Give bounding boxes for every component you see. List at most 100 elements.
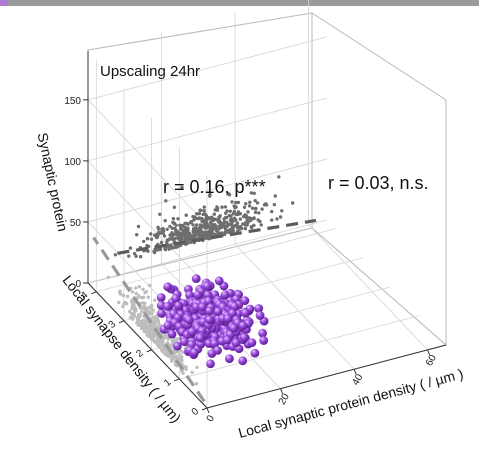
left-projection-point xyxy=(121,304,125,309)
sphere-point xyxy=(241,308,250,318)
y-tick-label: 3 xyxy=(107,319,119,331)
left-projection-point xyxy=(140,326,144,330)
back-projection-point xyxy=(208,220,213,225)
y-tick-label: 0 xyxy=(190,406,202,418)
grid-line-back xyxy=(87,97,328,162)
left-projection-point xyxy=(145,330,149,334)
back-projection-point xyxy=(174,223,178,227)
back-projection-point xyxy=(158,212,162,216)
back-projection-point xyxy=(248,200,252,204)
y-tick xyxy=(91,291,97,295)
left-projection-point xyxy=(143,307,147,311)
back-projection-point xyxy=(252,191,256,195)
z-tick-label: 0 xyxy=(75,279,81,290)
back-projection-point xyxy=(228,209,232,213)
left-projection-point xyxy=(106,275,111,279)
back-projection-point xyxy=(198,223,203,227)
x-tick-label: 0 xyxy=(205,413,218,424)
back-projection-point xyxy=(163,247,168,252)
back-projection-point xyxy=(185,238,189,242)
back-projection-point xyxy=(243,226,248,231)
back-projection-point xyxy=(213,217,218,221)
back-projection-point xyxy=(262,203,267,207)
back-projection-point xyxy=(235,221,240,225)
back-projection-point xyxy=(234,205,238,209)
back-projection-point xyxy=(252,223,256,227)
back-projection-point xyxy=(217,215,221,219)
y-tick-label: 2 xyxy=(134,348,146,360)
back-projection-point xyxy=(278,215,283,219)
sphere-point xyxy=(223,335,232,345)
sphere-point xyxy=(213,307,223,316)
back-projection-point xyxy=(197,216,201,220)
left-projection-point xyxy=(153,298,157,302)
back-projection-point xyxy=(223,224,227,228)
back-projection-point xyxy=(270,209,274,214)
x-tick xyxy=(427,349,431,356)
left-projection-point xyxy=(137,285,142,289)
sphere-point xyxy=(250,348,260,358)
left-projection-point xyxy=(117,300,121,305)
top-band xyxy=(0,0,479,6)
back-projection-point xyxy=(179,231,183,235)
back-projection-point xyxy=(206,223,210,227)
back-projection-point xyxy=(223,230,227,235)
sphere-point xyxy=(220,290,230,300)
y-tick xyxy=(201,407,208,411)
sphere-point xyxy=(185,290,195,300)
back-projection-point xyxy=(191,227,196,231)
back-projection-point xyxy=(207,216,211,220)
left-fit-line xyxy=(92,236,206,403)
back-projection-point xyxy=(280,209,284,213)
x-axis-line xyxy=(206,344,447,409)
back-projection-point xyxy=(197,211,202,216)
back-projection-point xyxy=(147,244,151,249)
back-projection-point xyxy=(255,201,260,205)
left-projection-point xyxy=(174,355,178,360)
back-projection-point xyxy=(252,216,256,220)
back-projection-point xyxy=(202,209,206,213)
x-tick-label: 40 xyxy=(350,372,365,388)
grid-line-left xyxy=(87,160,208,287)
back-projection-point xyxy=(161,231,165,236)
back-wall-projection xyxy=(113,175,317,259)
back-projection-point xyxy=(273,194,277,198)
back-projection-point xyxy=(210,216,215,220)
left-projection-point xyxy=(176,350,180,354)
back-projection-point xyxy=(249,191,254,195)
back-projection-point xyxy=(272,202,277,207)
back-projection-point xyxy=(249,225,254,230)
back-projection-point xyxy=(180,185,184,190)
back-projection-point xyxy=(170,246,175,250)
back-projection-point xyxy=(230,220,234,224)
left-projection-point xyxy=(141,287,145,291)
back-projection-point xyxy=(165,240,169,245)
back-projection-point xyxy=(152,233,157,237)
sphere-point xyxy=(198,302,207,312)
sphere-point xyxy=(163,302,172,311)
grid-line-back xyxy=(87,158,328,223)
back-projection-point xyxy=(256,218,260,222)
z-tick-label: 150 xyxy=(64,96,81,107)
left-projection-point xyxy=(156,318,160,323)
left-projection-point xyxy=(153,322,157,326)
back-projection-point xyxy=(171,220,175,225)
sphere-point xyxy=(157,308,166,318)
sphere-point xyxy=(204,296,214,306)
back-projection-point xyxy=(200,216,204,221)
back-projection-point xyxy=(202,205,206,209)
back-projection-point xyxy=(159,240,164,245)
back-projection-point xyxy=(234,218,238,222)
back-projection-point xyxy=(138,255,143,259)
y-axis-line xyxy=(87,282,208,409)
left-projection-point xyxy=(179,349,183,353)
back-projection-point xyxy=(260,207,264,211)
back-projection-point xyxy=(223,205,228,209)
z-axis-title: Synaptic protein xyxy=(35,131,72,233)
back-projection-point xyxy=(142,239,146,244)
sphere-point xyxy=(202,281,212,291)
grid-line-floor-x xyxy=(234,243,355,370)
left-projection-point xyxy=(145,308,150,313)
left-projection-point xyxy=(131,317,135,321)
back-projection-point xyxy=(158,231,162,235)
